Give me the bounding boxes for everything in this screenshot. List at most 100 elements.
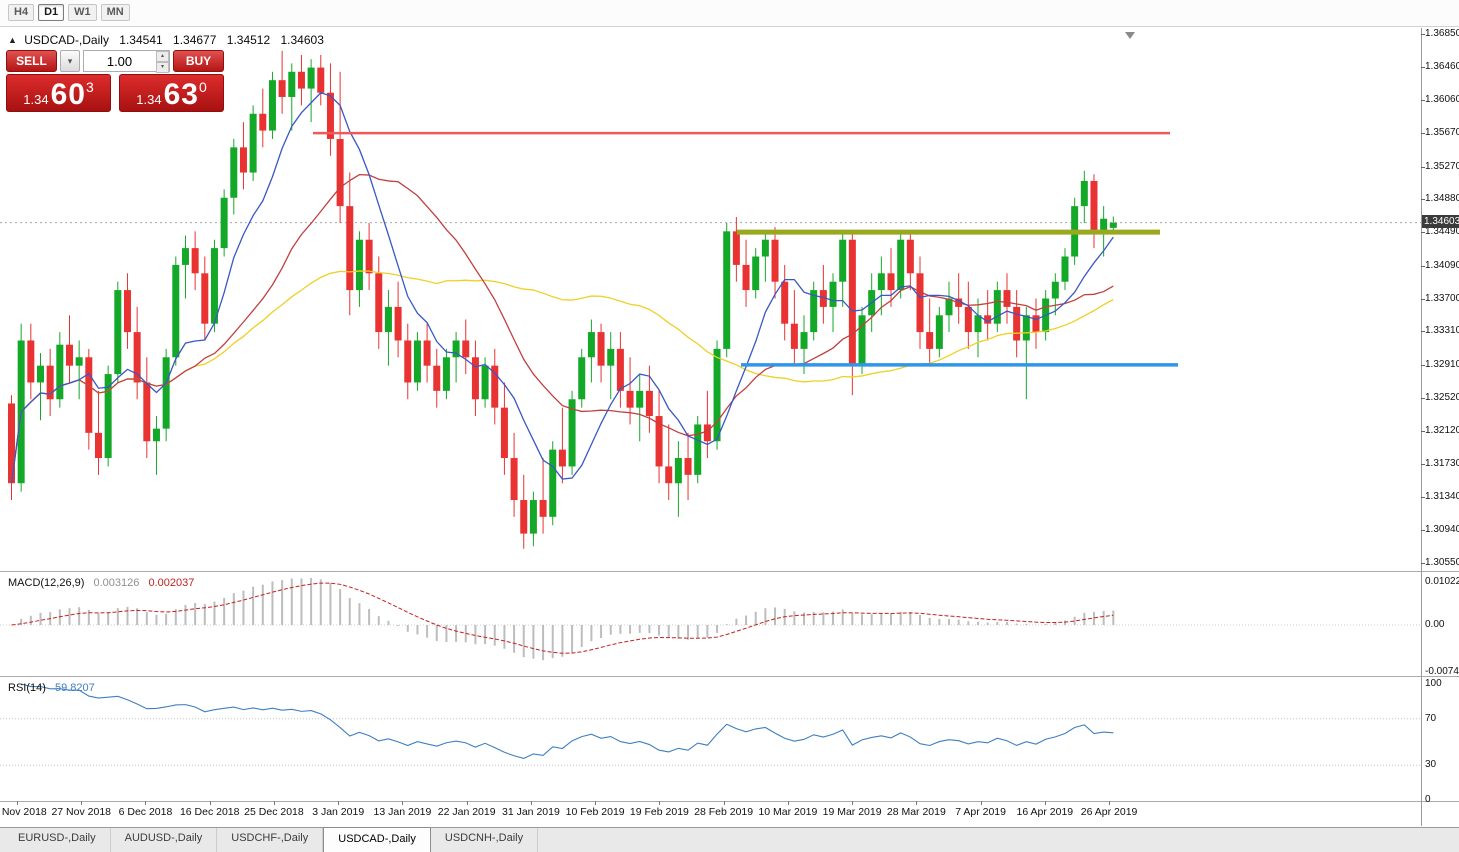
symbol-tab-audusd[interactable]: AUDUSD-,Daily <box>111 828 218 852</box>
candle-body <box>346 206 354 291</box>
date-label: 7 Apr 2019 <box>955 806 1006 818</box>
candle-body <box>152 428 160 442</box>
candle-body <box>404 340 412 383</box>
panel-separator[interactable] <box>0 676 1459 677</box>
chart-shift-icon[interactable] <box>1125 32 1135 39</box>
timeframe-button-w1[interactable]: W1 <box>68 4 97 21</box>
macd-title: MACD(12,26,9) <box>8 577 85 589</box>
chart-window: USDCAD-,Daily 1.34541 1.34677 1.34512 1.… <box>0 28 1459 827</box>
candle-body <box>1061 256 1069 282</box>
candle-body <box>491 365 499 408</box>
candle-body <box>520 500 528 534</box>
candle-body <box>790 323 798 349</box>
candle-body <box>578 357 586 400</box>
symbol-tab-usdcad[interactable]: USDCAD-,Daily <box>323 827 431 852</box>
candle-body <box>1022 315 1030 341</box>
price-axis-tick <box>1421 530 1425 532</box>
candle-body <box>259 113 267 131</box>
symbol-tab-usdcnh[interactable]: USDCNH-,Daily <box>431 828 539 852</box>
candle-body <box>162 357 170 429</box>
candle-body <box>771 239 779 282</box>
date-label: 16 Dec 2018 <box>179 806 240 818</box>
date-label: 3 Jan 2019 <box>312 806 365 818</box>
candle-body <box>423 340 431 366</box>
candle-body <box>384 306 392 333</box>
date-label: 28 Feb 2019 <box>694 806 754 818</box>
symbol-tab-bar: EURUSD-,Daily AUDUSD-,Daily USDCHF-,Daily U… <box>0 827 1459 852</box>
candle-body <box>742 264 750 291</box>
buy-price-prefix: 1.34 <box>136 92 162 107</box>
price-axis-label: 1.34490 <box>1425 226 1459 238</box>
candle-body <box>897 239 905 291</box>
candle-body <box>442 357 450 391</box>
lot-dropdown-button[interactable] <box>60 50 80 72</box>
macd-indicator-panel[interactable] <box>0 572 1421 676</box>
panel-separator[interactable] <box>0 571 1459 572</box>
date-axis-tick <box>852 801 854 805</box>
one-click-toggle-icon[interactable] <box>8 35 17 45</box>
candle-body <box>143 382 151 442</box>
price-axis-label: 1.36060 <box>1425 94 1459 106</box>
date-label: 10 Feb 2019 <box>565 806 625 818</box>
candle-body <box>75 357 83 366</box>
symbol-tab-eurusd[interactable]: EURUSD-,Daily <box>4 828 111 852</box>
candle-body <box>819 290 827 307</box>
candle-body <box>500 407 508 459</box>
candle-body <box>558 449 566 467</box>
lot-size-input[interactable] <box>83 50 170 72</box>
spinner-up-icon[interactable] <box>156 51 169 62</box>
candle-body <box>1013 306 1021 341</box>
candle-body <box>626 390 634 408</box>
price-axis-label: 1.31340 <box>1425 490 1459 502</box>
candle-body <box>8 403 15 484</box>
candle-body <box>1080 180 1088 207</box>
main-price-chart[interactable] <box>0 28 1421 571</box>
candle-body <box>616 348 624 391</box>
date-axis-tick <box>723 801 725 805</box>
spinner-down-icon[interactable] <box>156 62 169 73</box>
rsi-indicator-panel[interactable] <box>0 677 1421 801</box>
date-label: 13 Jan 2019 <box>373 806 432 818</box>
timeframe-button-h4[interactable]: H4 <box>8 4 35 21</box>
timeframe-button-d1[interactable]: D1 <box>38 4 65 21</box>
candle-body <box>539 500 547 517</box>
candle-body <box>848 239 856 366</box>
close-value: 1.34603 <box>280 33 324 47</box>
rsi-axis-label: 70 <box>1425 712 1437 724</box>
candle-body <box>239 147 247 173</box>
price-axis-tick <box>1421 298 1425 300</box>
buy-button[interactable]: BUY <box>173 50 224 72</box>
candle-body <box>945 298 953 316</box>
date-label: 16 Apr 2019 <box>1016 806 1074 818</box>
date-label: 27 Nov 2018 <box>51 806 112 818</box>
candle-body <box>993 290 1001 324</box>
timeframe-button-mn[interactable]: MN <box>100 4 130 21</box>
buy-price-display[interactable]: 1.34 63 0 <box>119 74 224 112</box>
sell-price-prefix: 1.34 <box>23 92 49 107</box>
candle-body <box>481 365 489 400</box>
macd-main-value: 0.003126 <box>93 577 140 589</box>
sell-button[interactable]: SELL <box>6 50 57 72</box>
date-axis-tick <box>1044 801 1046 805</box>
sell-price-big-digits: 60 <box>50 78 86 111</box>
date-axis-tick <box>916 801 918 805</box>
candle-body <box>926 332 934 349</box>
candle-body <box>684 458 692 475</box>
candle-body <box>220 197 228 249</box>
macd-signal-value: 0.002037 <box>148 577 195 589</box>
date-label: 26 Apr 2019 <box>1080 806 1138 818</box>
macd-label-row: MACD(12,26,9) 0.003126 0.002037 <box>8 577 194 589</box>
symbol-tab-usdchf[interactable]: USDCHF-,Daily <box>217 828 324 852</box>
price-axis-tick <box>1421 199 1425 201</box>
buy-price-big-digits: 63 <box>163 78 199 111</box>
panel-separator <box>0 801 1459 802</box>
rsi-axis-label: 0 <box>1425 794 1431 805</box>
price-axis-label: 1.33700 <box>1425 292 1459 304</box>
sell-price-display[interactable]: 1.34 60 3 <box>6 74 111 112</box>
date-label: 22 Jan 2019 <box>437 806 496 818</box>
candle-body <box>781 281 789 324</box>
macd-axis-label: 0.010229 <box>1425 576 1459 587</box>
rsi-line <box>21 683 1114 760</box>
date-label: 31 Jan 2019 <box>502 806 560 818</box>
candle-body <box>597 332 605 366</box>
